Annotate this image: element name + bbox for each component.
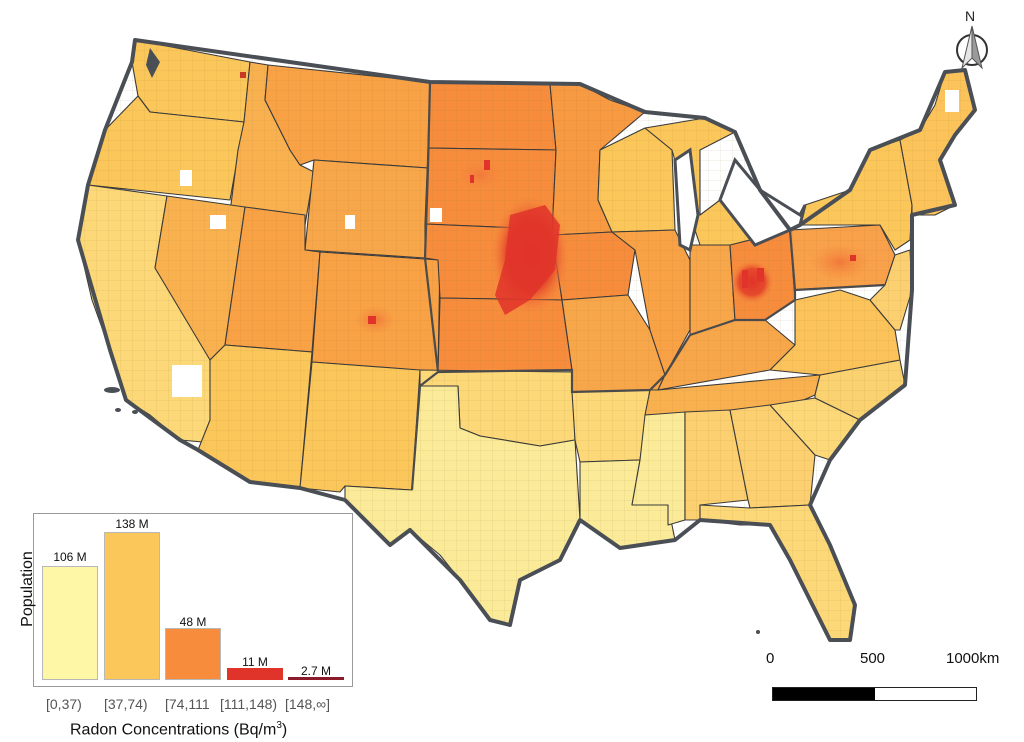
puget-sound [146, 48, 160, 78]
x-axis-label-superscript: 3 [276, 720, 282, 731]
x-tick-2: [74,111 [165, 696, 210, 712]
scale-label-500: 500 [860, 650, 886, 667]
x-tick-3: [111,148) [220, 696, 278, 712]
chart-x-axis-label: Radon Concentrations (Bq/m3) [70, 720, 287, 739]
bar-111-148 [227, 668, 283, 680]
bar-74-111 [165, 628, 221, 680]
scale-bar-black-segment [773, 688, 875, 700]
x-axis-label-text: Radon Concentrations (Bq/m [70, 721, 277, 739]
scale-bar [772, 687, 977, 701]
us-coastline-outline [76, 38, 977, 642]
population-bar-chart: 106 M 138 M 48 M 11 M 2.7 M [33, 513, 353, 687]
bar-value-label: 2.7 M [300, 664, 331, 678]
compass-arrow-icon [956, 25, 988, 70]
north-label: N [965, 8, 976, 24]
no-data-patches [172, 90, 959, 397]
north-arrow: N [950, 6, 994, 72]
chart-y-axis-label: Population [19, 551, 36, 627]
channel-islands [104, 387, 760, 634]
x-tick-0: [0,37) [46, 696, 82, 712]
bar-value-label: 48 M [179, 615, 207, 629]
bar-value-label: 106 M [53, 550, 87, 564]
scale-label-0: 0 [766, 650, 775, 667]
region-boundaries [410, 81, 886, 491]
bar-value-label: 11 M [242, 655, 268, 669]
bar-0-37 [42, 566, 98, 680]
x-tick-4: [148,∞] [285, 696, 331, 712]
x-axis-label-close: ) [281, 721, 288, 739]
high-radon-hotspots [240, 72, 870, 334]
scale-label-1000km: 1000km [946, 650, 1000, 667]
bar-37-74 [104, 532, 160, 680]
bar-148-inf [288, 677, 344, 680]
x-tick-1: [37,74) [104, 696, 148, 712]
bar-value-label: 138 M [115, 517, 149, 531]
